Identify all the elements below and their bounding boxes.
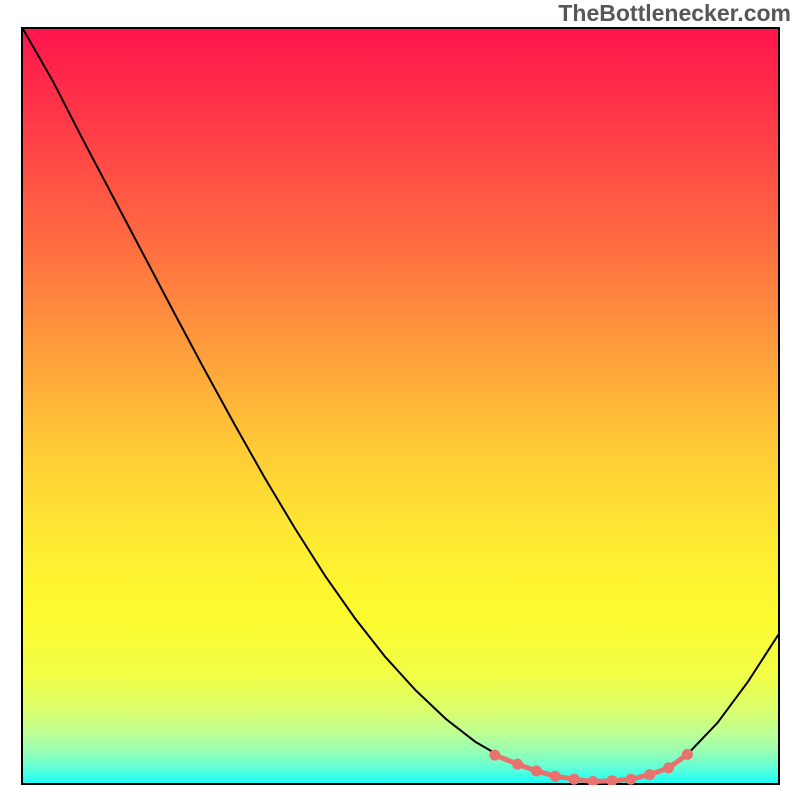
valley-marker <box>489 750 500 761</box>
valley-marker <box>682 749 693 760</box>
valley-marker <box>512 759 523 770</box>
main-curve <box>23 29 778 781</box>
attribution-link[interactable]: TheBottlenecker.com <box>558 0 791 27</box>
valley-marker <box>588 776 599 785</box>
valley-marker <box>569 774 580 785</box>
valley-marker <box>606 775 617 785</box>
valley-marker <box>550 771 561 782</box>
valley-marker <box>663 762 674 773</box>
chart-stage: TheBottlenecker.com <box>0 0 800 800</box>
valley-marker <box>531 765 542 776</box>
valley-marker <box>644 769 655 780</box>
valley-marker <box>625 774 636 785</box>
bottleneck-curve-chart <box>21 27 780 785</box>
